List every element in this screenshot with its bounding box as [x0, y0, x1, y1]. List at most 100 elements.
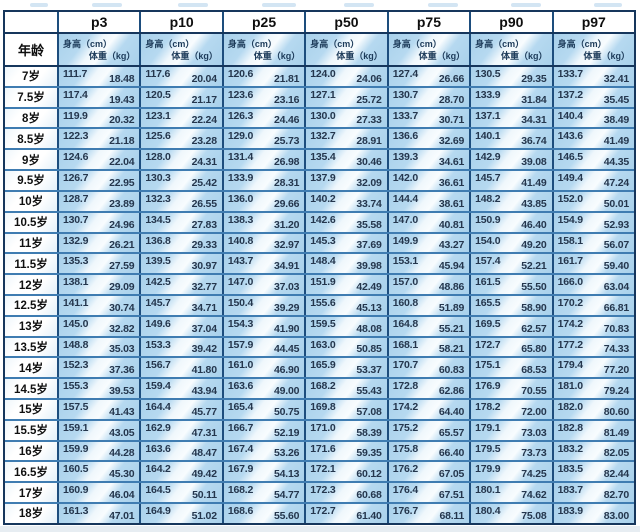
table-row: 8岁 119.9 20.32 123.1 22.24 126.3 24.46 130.0 27.…	[5, 106, 634, 128]
weight-value: 32.69	[438, 135, 465, 148]
height-value: 165.9	[310, 359, 336, 372]
data-cell-p3: 126.7 22.95	[57, 171, 140, 190]
height-value: 122.3	[63, 130, 89, 143]
weight-value: 25.73	[274, 135, 300, 148]
height-value: 168.2	[227, 484, 254, 497]
height-value: 157.0	[392, 276, 418, 289]
table-body: 7岁 111.7 18.48 117.6 20.04 120.6 21.81 124.0 24.…	[5, 67, 634, 523]
weight-value: 50.11	[192, 489, 217, 502]
data-cell-p3: 148.8 35.03	[57, 337, 140, 357]
data-cell-p10: 134.5 27.83	[139, 212, 222, 232]
height-value: 157.4	[475, 255, 501, 268]
height-value: 130.3	[145, 172, 171, 185]
unit-cell-p97: 身高（cm） 体重（kg）	[551, 34, 634, 65]
data-cell-p3: 141.1 30.74	[57, 295, 140, 315]
data-cell-p25: 168.6 55.60	[221, 504, 305, 523]
data-cell-p75: 142.0 36.61	[386, 171, 470, 190]
data-cell-p50: 148.4 39.98	[304, 254, 387, 274]
weight-value: 53.26	[274, 447, 300, 460]
height-value: 172.1	[310, 463, 336, 476]
data-cell-p3: 152.3 37.36	[57, 358, 140, 378]
weight-value: 59.35	[356, 447, 382, 460]
weight-value: 53.37	[356, 364, 382, 377]
clipped-text-fragment	[344, 3, 374, 7]
data-cell-p10: 153.3 39.42	[139, 337, 222, 357]
weight-value: 22.04	[109, 156, 135, 169]
clipped-text-fragment	[178, 3, 208, 7]
height-value: 161.3	[63, 505, 89, 518]
data-cell-p97: 182.8 81.49	[551, 420, 634, 440]
data-cell-p3: 128.7 23.89	[57, 191, 140, 211]
weight-value: 56.07	[603, 239, 629, 252]
weight-value: 43.05	[109, 426, 135, 439]
age-cell: 15岁	[5, 400, 57, 419]
weight-value: 32.41	[603, 72, 629, 85]
clipped-text-fragment	[30, 3, 48, 7]
height-value: 148.4	[310, 255, 336, 268]
weight-value: 49.42	[191, 468, 217, 481]
weight-value: 73.73	[521, 447, 547, 460]
weight-value: 36.74	[521, 135, 547, 148]
height-value: 142.6	[310, 213, 336, 226]
weight-value: 45.30	[109, 468, 135, 481]
height-value: 154.3	[227, 317, 254, 330]
weight-value: 41.49	[603, 135, 629, 148]
data-cell-p10: 149.6 37.04	[139, 316, 222, 336]
weight-value: 44.28	[109, 447, 135, 460]
age-cell: 15.5岁	[5, 420, 57, 440]
data-cell-p25: 154.3 41.90	[221, 316, 305, 336]
clipped-text-fragment	[262, 3, 296, 7]
data-cell-p3: 145.0 32.82	[57, 316, 140, 336]
header-row-units: 年龄 身高（cm） 体重（kg） 身高（cm） 体重（kg） 身高（cm） 体重（kg）身…	[5, 32, 634, 67]
data-cell-p25: 157.9 44.45	[221, 337, 305, 357]
weight-value: 34.71	[191, 301, 217, 314]
weight-value: 39.29	[274, 301, 300, 314]
data-cell-p25: 131.4 26.98	[221, 150, 305, 170]
weight-value: 29.66	[274, 197, 300, 210]
height-value: 130.7	[63, 213, 89, 226]
height-value: 159.9	[63, 442, 89, 455]
data-cell-p50: 145.3 37.69	[304, 233, 387, 253]
weight-value: 58.21	[438, 343, 465, 356]
height-value: 161.0	[227, 359, 254, 372]
data-cell-p90: 179.1 73.03	[469, 420, 552, 440]
weight-value: 38.61	[438, 197, 465, 210]
height-value: 176.9	[475, 380, 501, 393]
weight-value: 23.28	[191, 135, 217, 148]
data-cell-p10: 162.9 47.31	[139, 420, 222, 440]
height-value: 179.9	[475, 463, 501, 476]
data-cell-p25: 140.8 32.97	[221, 233, 305, 253]
weight-value: 48.47	[191, 447, 217, 460]
data-cell-p10: 123.1 22.24	[139, 108, 222, 128]
height-value: 140.4	[557, 109, 583, 122]
weight-value: 47.24	[603, 176, 629, 189]
weight-value: 63.04	[603, 280, 629, 293]
height-unit-label: 身高（cm）	[392, 39, 442, 49]
header-cell-p50: p50	[304, 12, 386, 32]
data-cell-p10: 125.6 23.28	[139, 129, 222, 149]
height-value: 140.8	[227, 234, 254, 247]
weight-value: 52.19	[274, 426, 300, 439]
weight-value: 65.80	[521, 343, 547, 356]
height-value: 165.5	[475, 296, 501, 309]
table-row: 12.5岁 141.1 30.74 145.7 34.71 150.4 39.29 155.6…	[5, 293, 634, 315]
data-cell-p50: 171.6 59.35	[304, 441, 387, 461]
height-value: 145.3	[310, 234, 336, 247]
data-cell-p25: 143.7 34.91	[221, 254, 305, 274]
weight-value: 20.32	[109, 114, 135, 127]
data-cell-p75: 174.2 64.40	[386, 400, 470, 419]
height-value: 123.6	[227, 88, 254, 101]
weight-value: 60.68	[356, 489, 382, 502]
height-value: 161.5	[475, 276, 501, 289]
data-cell-p97: 154.9 52.93	[551, 212, 634, 232]
height-value: 163.0	[310, 338, 336, 351]
header-cell-p75: p75	[386, 12, 469, 32]
height-value: 131.4	[227, 151, 254, 164]
weight-value: 30.46	[356, 156, 382, 169]
age-cell: 12.5岁	[5, 295, 57, 315]
data-cell-p10: 145.7 34.71	[139, 295, 222, 315]
data-cell-p50: 159.5 48.08	[304, 316, 387, 336]
weight-unit-label: 体重（kg）	[583, 51, 630, 61]
data-cell-p75: 130.7 28.70	[386, 87, 470, 107]
weight-value: 30.97	[191, 260, 217, 273]
